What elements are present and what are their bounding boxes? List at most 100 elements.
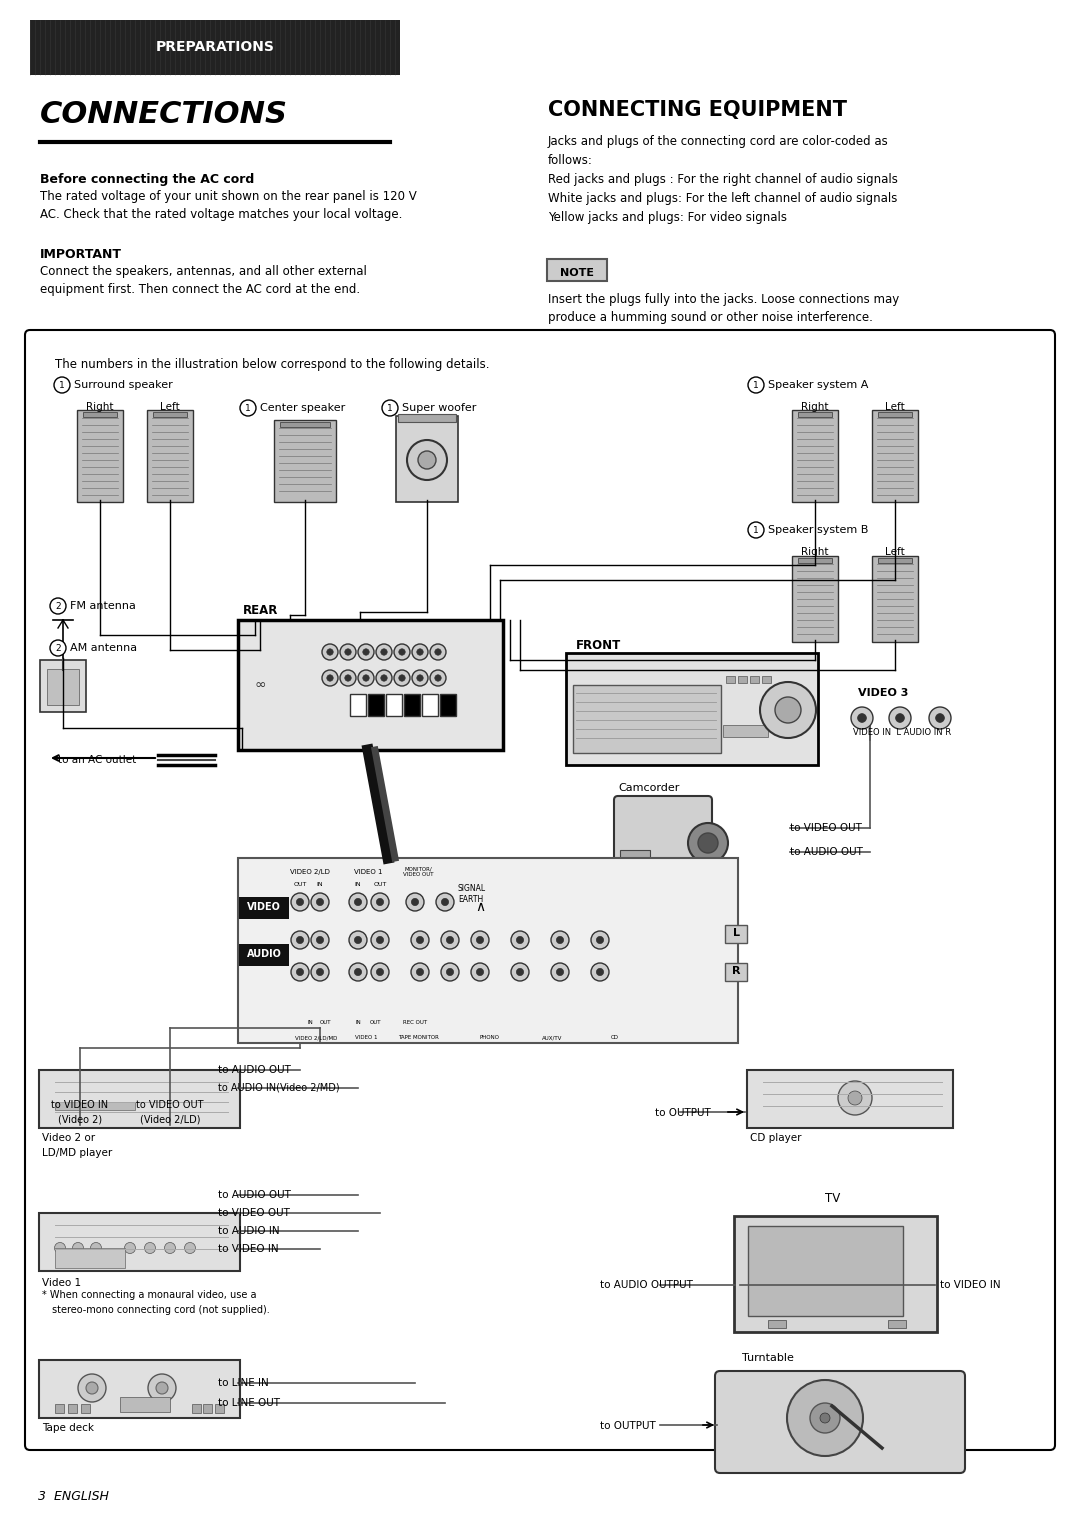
Text: CONNECTING EQUIPMENT: CONNECTING EQUIPMENT	[548, 100, 847, 120]
Circle shape	[78, 1374, 106, 1402]
Circle shape	[436, 894, 454, 912]
Circle shape	[787, 1380, 863, 1456]
Bar	[723, 725, 768, 737]
Text: OUT: OUT	[370, 1019, 381, 1024]
Circle shape	[72, 1242, 83, 1253]
Text: to AUDIO OUT: to AUDIO OUT	[789, 846, 863, 857]
FancyBboxPatch shape	[747, 1069, 953, 1129]
Circle shape	[760, 683, 816, 737]
Circle shape	[417, 649, 423, 655]
Circle shape	[820, 1412, 831, 1423]
Circle shape	[551, 963, 569, 981]
Text: to VIDEO OUT: to VIDEO OUT	[136, 1100, 204, 1110]
Circle shape	[354, 968, 362, 975]
FancyBboxPatch shape	[39, 1069, 240, 1129]
Circle shape	[357, 671, 374, 686]
Bar	[215, 1405, 224, 1412]
Text: 2: 2	[55, 602, 60, 610]
FancyBboxPatch shape	[350, 693, 366, 716]
FancyBboxPatch shape	[238, 620, 503, 749]
Text: VIDEO 2/LD: VIDEO 2/LD	[291, 869, 329, 875]
Text: Left: Left	[886, 548, 905, 557]
Circle shape	[381, 675, 388, 681]
Text: Camcorder: Camcorder	[618, 783, 679, 793]
Text: to AUDIO OUTPUT: to AUDIO OUTPUT	[600, 1280, 693, 1289]
Bar	[55, 1405, 64, 1412]
Text: Turntable: Turntable	[742, 1353, 794, 1362]
Text: Jacks and plugs of the connecting cord are color-coded as
follows:
Red jacks and: Jacks and plugs of the connecting cord a…	[548, 135, 897, 225]
Bar	[738, 677, 747, 683]
Circle shape	[349, 963, 367, 981]
Text: AM antenna: AM antenna	[70, 643, 137, 652]
FancyBboxPatch shape	[792, 557, 838, 642]
Text: ∧: ∧	[475, 900, 485, 915]
Circle shape	[446, 968, 454, 975]
Text: MONITOR/
VIDEO OUT: MONITOR/ VIDEO OUT	[403, 866, 433, 877]
Text: 3  ENGLISH: 3 ENGLISH	[38, 1490, 109, 1503]
Text: 1: 1	[753, 525, 759, 534]
Text: IN: IN	[355, 1019, 361, 1024]
Circle shape	[858, 713, 866, 722]
Bar	[203, 1405, 212, 1412]
Text: Speaker system A: Speaker system A	[768, 379, 868, 390]
Text: IN: IN	[307, 1019, 313, 1024]
Circle shape	[851, 707, 873, 730]
Circle shape	[435, 675, 442, 681]
Text: VIDEO 1: VIDEO 1	[354, 869, 382, 875]
Circle shape	[476, 968, 484, 975]
Text: to an AC outlet: to an AC outlet	[58, 755, 136, 765]
FancyBboxPatch shape	[546, 259, 607, 281]
Circle shape	[775, 696, 801, 724]
Circle shape	[240, 400, 256, 416]
Circle shape	[407, 440, 447, 479]
Text: OUT: OUT	[321, 1019, 332, 1024]
FancyBboxPatch shape	[239, 944, 289, 966]
Text: stereo-mono connecting cord (not supplied).: stereo-mono connecting cord (not supplie…	[52, 1305, 270, 1315]
Circle shape	[406, 894, 424, 912]
Text: Center speaker: Center speaker	[260, 404, 346, 413]
Circle shape	[929, 707, 951, 730]
Circle shape	[688, 824, 728, 863]
Text: (Video 2): (Video 2)	[58, 1115, 103, 1126]
Text: The numbers in the illustration below correspond to the following details.: The numbers in the illustration below co…	[55, 358, 489, 372]
FancyBboxPatch shape	[396, 416, 458, 502]
Circle shape	[327, 649, 334, 655]
Bar	[83, 413, 117, 417]
Bar	[120, 1397, 170, 1412]
Text: to VIDEO OUT: to VIDEO OUT	[218, 1208, 289, 1218]
Circle shape	[349, 931, 367, 950]
Circle shape	[411, 645, 428, 660]
Text: Left: Left	[160, 402, 180, 413]
Text: IN: IN	[354, 881, 362, 886]
Text: to OUTPUT: to OUTPUT	[600, 1421, 656, 1431]
Bar	[750, 677, 759, 683]
Circle shape	[50, 598, 66, 614]
FancyBboxPatch shape	[734, 1217, 937, 1332]
FancyBboxPatch shape	[239, 897, 289, 919]
Circle shape	[471, 963, 489, 981]
Text: FM antenna: FM antenna	[70, 601, 136, 611]
FancyBboxPatch shape	[615, 796, 712, 881]
Circle shape	[596, 936, 604, 944]
Text: to VIDEO IN: to VIDEO IN	[218, 1244, 279, 1255]
FancyBboxPatch shape	[40, 660, 86, 711]
Text: * When connecting a monaural video, use a: * When connecting a monaural video, use …	[42, 1289, 257, 1300]
Text: VIDEO: VIDEO	[247, 903, 281, 912]
Circle shape	[417, 675, 423, 681]
Circle shape	[838, 1082, 872, 1115]
Circle shape	[124, 1242, 135, 1253]
Circle shape	[311, 963, 329, 981]
Circle shape	[316, 936, 324, 944]
Circle shape	[748, 522, 764, 539]
Circle shape	[354, 936, 362, 944]
Circle shape	[311, 931, 329, 950]
Circle shape	[748, 378, 764, 393]
Text: LD/MD player: LD/MD player	[42, 1148, 112, 1157]
Text: to VIDEO IN: to VIDEO IN	[940, 1280, 1001, 1289]
Bar	[798, 413, 832, 417]
Text: to AUDIO IN: to AUDIO IN	[218, 1226, 280, 1236]
Circle shape	[418, 451, 436, 469]
Text: Insert the plugs fully into the jacks. Loose connections may
produce a humming s: Insert the plugs fully into the jacks. L…	[548, 293, 900, 325]
Text: 2: 2	[55, 643, 60, 652]
Circle shape	[376, 671, 392, 686]
